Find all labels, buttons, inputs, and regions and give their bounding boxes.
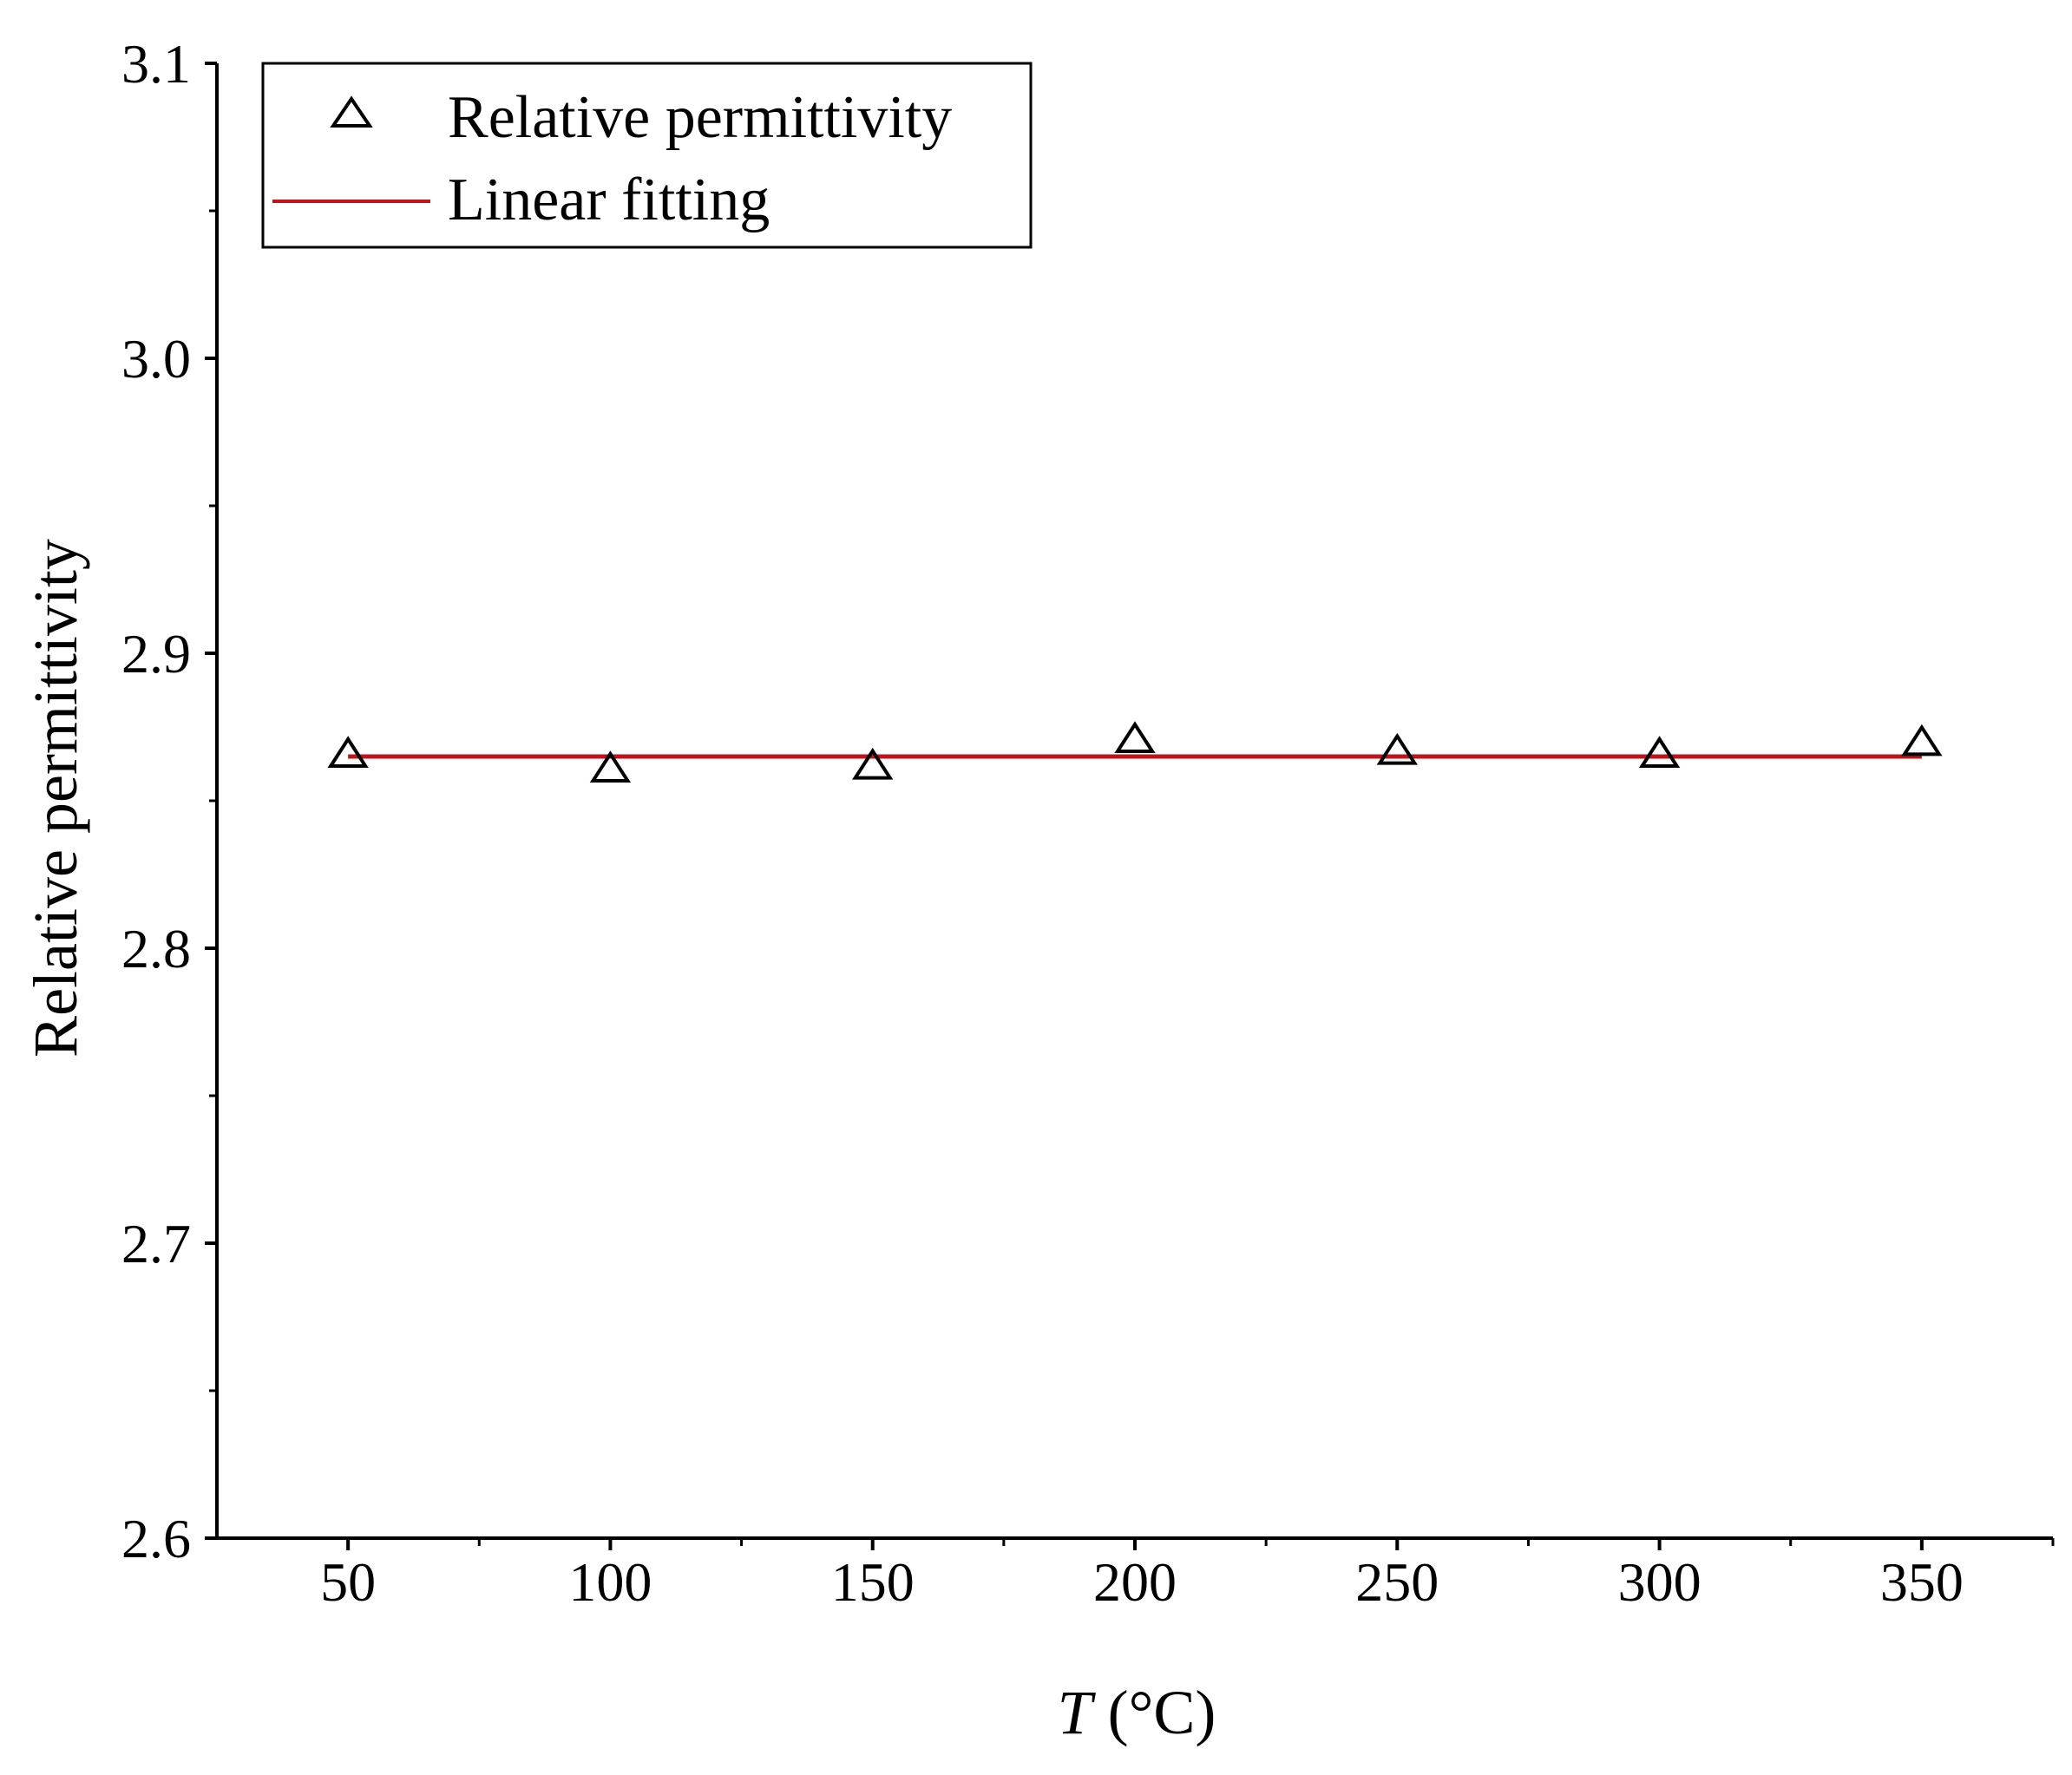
legend-box (261, 62, 1033, 249)
x-axis-title-variable: T (1058, 1678, 1097, 1747)
y-tick-label-3.1: 3.1 (121, 33, 191, 95)
data-point-50 (327, 736, 369, 768)
data-point-350 (1901, 724, 1943, 757)
x-tick-label-250: 250 (1355, 1551, 1439, 1613)
y-tick-label-2.9: 2.9 (121, 623, 191, 684)
data-point-150 (852, 747, 894, 780)
x-tick-label-300: 300 (1618, 1551, 1702, 1613)
legend-label-relative-permittivity: Relative permittivity (448, 84, 952, 151)
data-point-250 (1376, 732, 1418, 765)
x-tick-label-350: 350 (1880, 1551, 1964, 1613)
data-point-200 (1114, 721, 1156, 753)
x-axis-title: T (°C) (1058, 1678, 1216, 1747)
ticks-layer: 50 100 150 200 250 300 350 2.6 2.7 2.8 2.9 3.0 3.1 (121, 33, 2055, 1613)
y-tick-label-2.8: 2.8 (121, 918, 191, 979)
legend-triangle-marker (330, 95, 373, 128)
data-point-300 (1638, 736, 1681, 768)
legend-label-linear-fitting: Linear fitting (448, 167, 770, 233)
x-tick-label-150: 150 (831, 1551, 915, 1613)
legend: Relative permittivity Linear fitting (261, 62, 1033, 249)
x-tick-label-50: 50 (320, 1551, 376, 1613)
y-tick-label-2.6: 2.6 (121, 1508, 191, 1569)
axes-layer (215, 63, 2053, 1540)
y-tick-label-2.7: 2.7 (121, 1213, 191, 1274)
data-point-100 (589, 750, 632, 783)
y-tick-label-3.0: 3.0 (121, 328, 191, 390)
y-axis-title: Relative permittivity (21, 539, 90, 1058)
x-axis-title-unit: (°C) (1092, 1678, 1216, 1747)
data-points-layer (327, 721, 1943, 783)
x-tick-label-200: 200 (1093, 1551, 1177, 1613)
x-tick-label-100: 100 (568, 1551, 652, 1613)
